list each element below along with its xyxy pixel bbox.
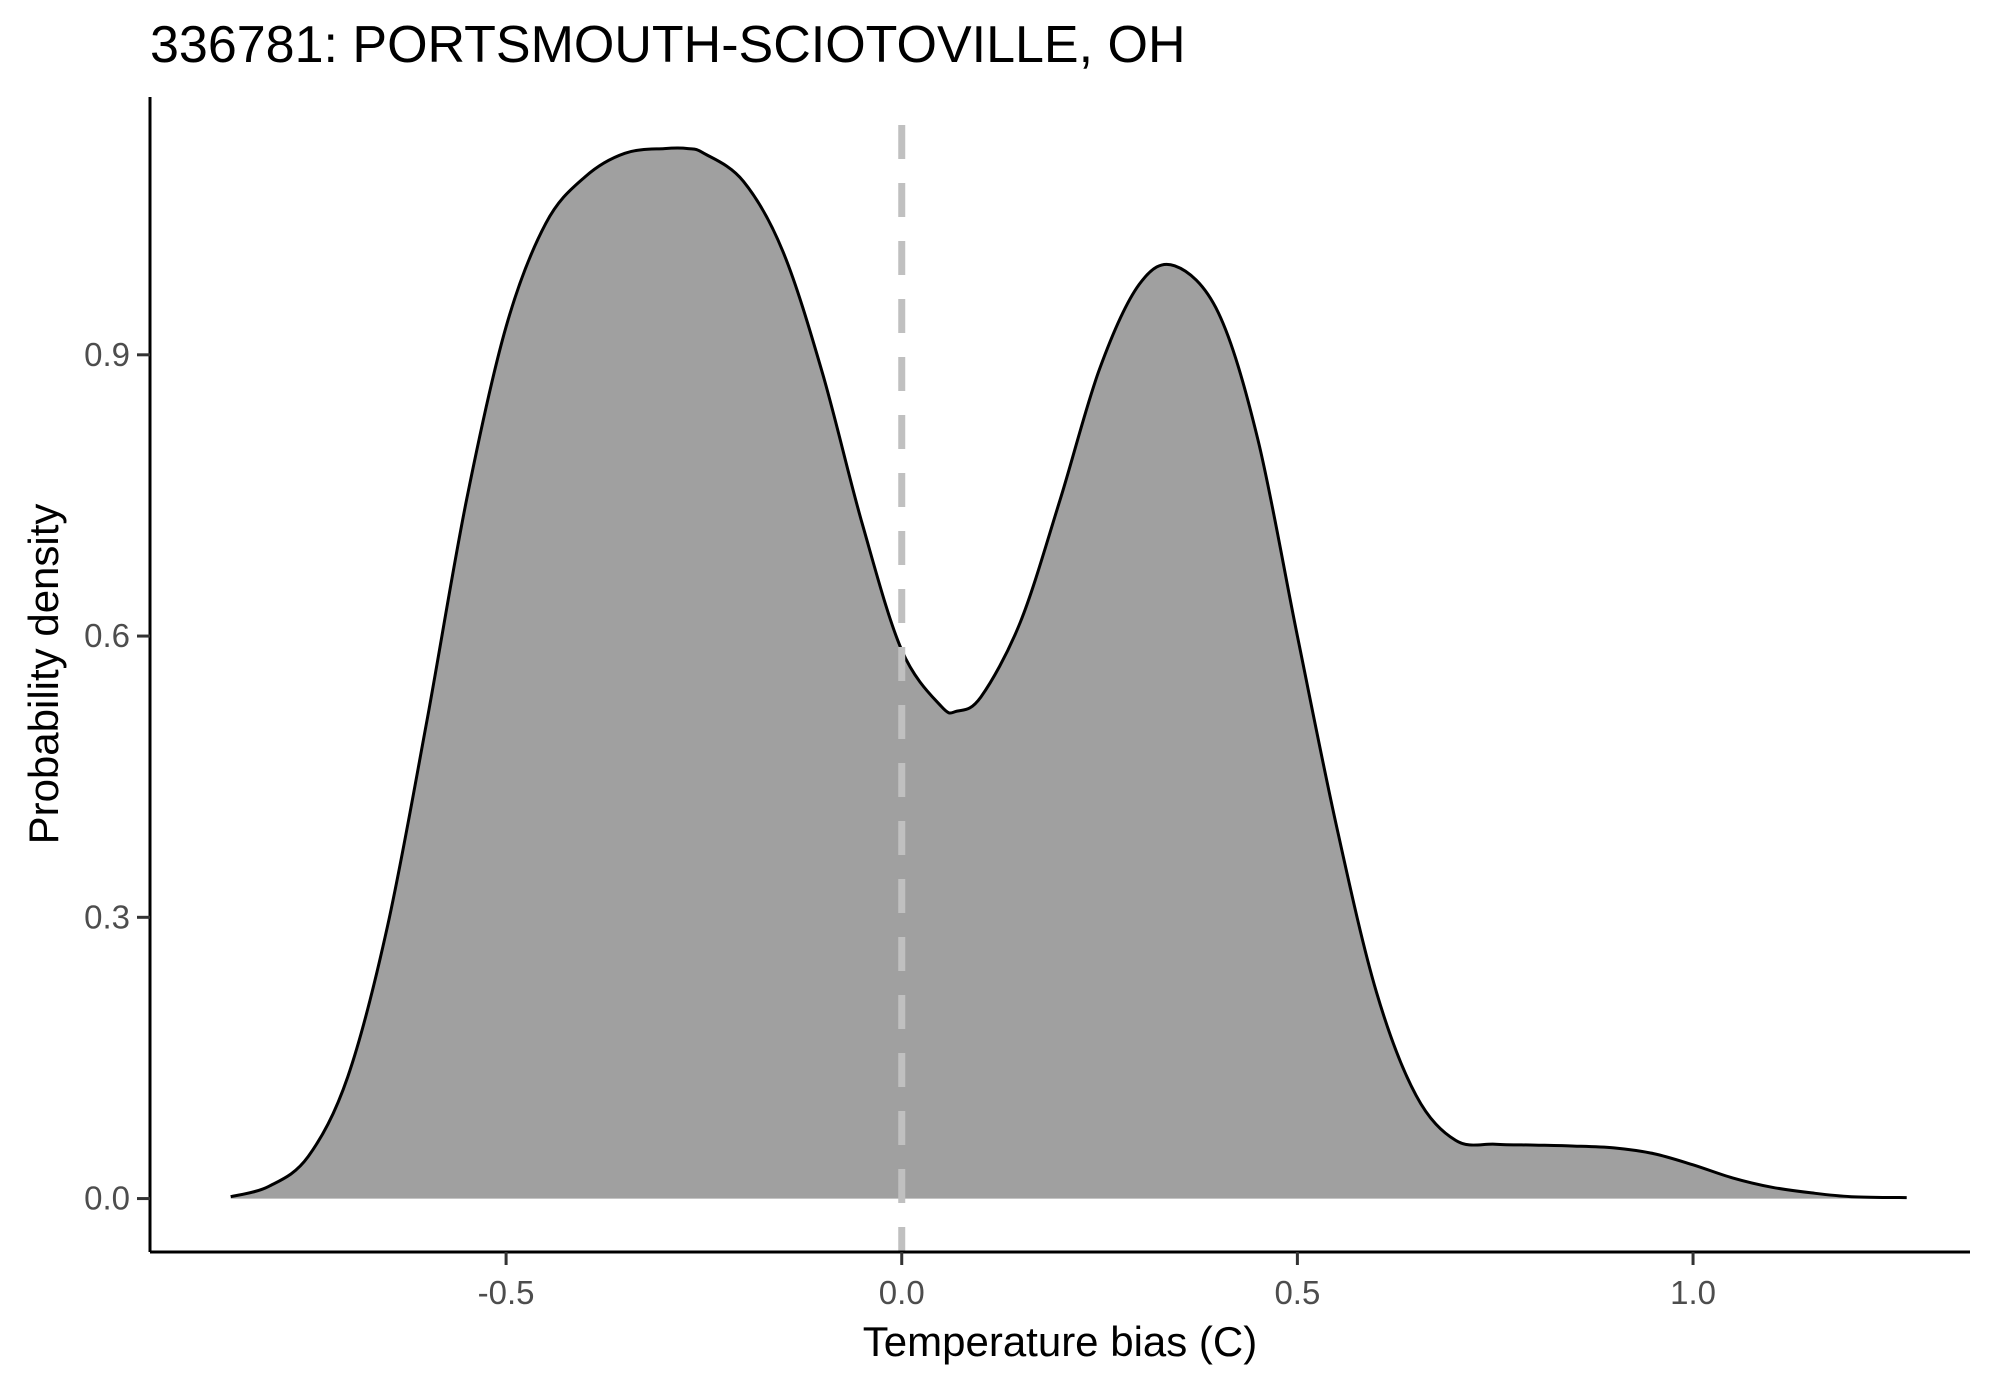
x-tick-label: 1.0 xyxy=(1670,1274,1716,1311)
y-axis-label: Probability density xyxy=(20,504,67,845)
x-tick-label: 0.0 xyxy=(879,1274,925,1311)
y-tick-label: 0.9 xyxy=(84,336,130,373)
chart-title: 336781: PORTSMOUTH-SCIOTOVILLE, OH xyxy=(150,16,1186,74)
x-axis-label: Temperature bias (C) xyxy=(863,1318,1257,1365)
density-curve xyxy=(230,146,1907,1200)
x-tick-label: 0.5 xyxy=(1274,1274,1320,1311)
plot-area xyxy=(230,125,1907,1252)
y-axis-ticks: 0.0 0.3 0.6 0.9 xyxy=(84,336,150,1217)
x-axis-ticks: -0.5 0.0 0.5 1.0 xyxy=(478,1252,1716,1311)
y-tick-label: 0.6 xyxy=(84,617,130,654)
x-tick-label: -0.5 xyxy=(478,1274,535,1311)
density-area xyxy=(230,148,1907,1199)
y-tick-label: 0.0 xyxy=(84,1180,130,1217)
y-tick-label: 0.3 xyxy=(84,898,130,935)
